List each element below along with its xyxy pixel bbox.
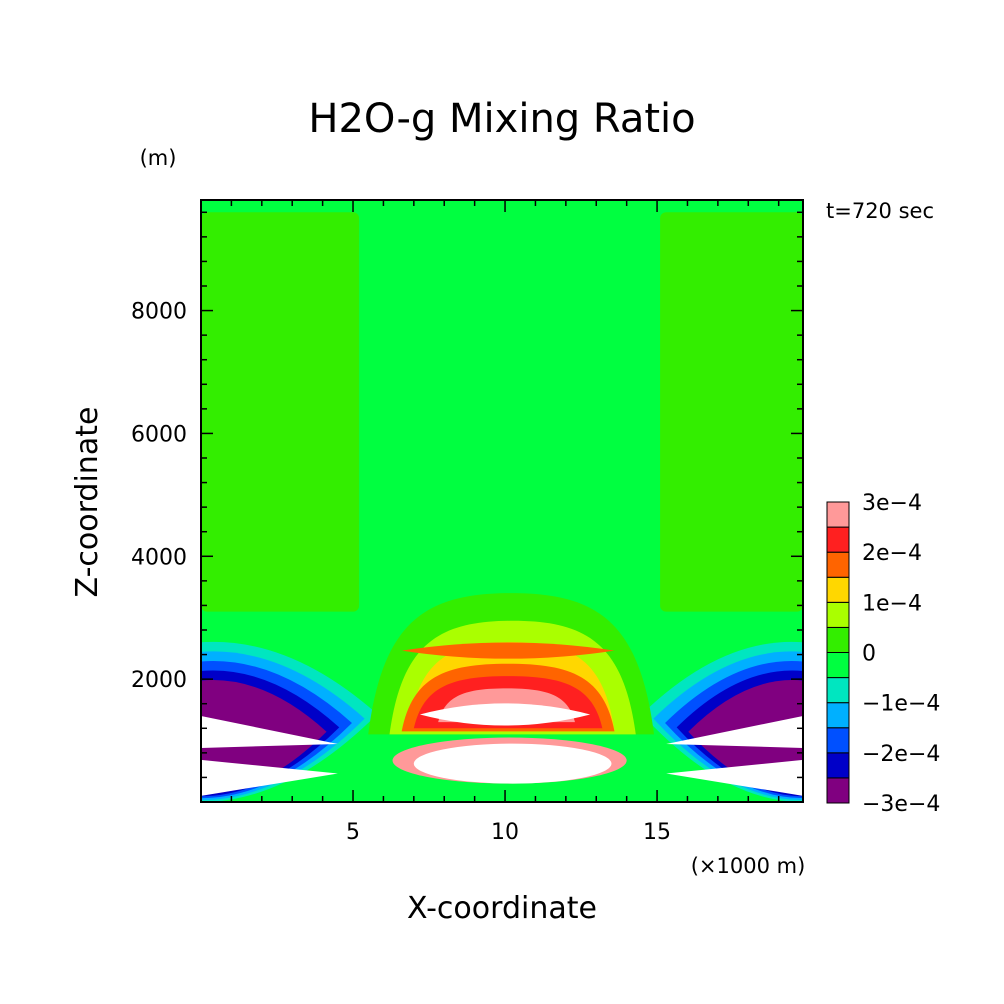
colorbar-label: 3e−4 [862,491,922,516]
colorbar-label: −3e−4 [862,792,940,817]
colorbar-label: 0 [862,642,876,667]
contour-region-right-saturated-negative [666,759,803,796]
colorbar-swatch [826,652,850,679]
colorbar-swatch [826,752,850,779]
colorbar-swatch [826,626,850,654]
contour-region-left-saturated-negative [201,716,338,748]
colorbar-label: −2e−4 [862,742,940,767]
contour-region-upper-left-band [201,212,360,612]
colorbar-swatch [826,727,850,754]
colorbar-swatch [826,526,850,553]
contour-region-upper-right-band [660,212,803,612]
colorbar-swatch [826,601,850,628]
colorbar-label: 1e−4 [862,591,922,616]
colorbar-label: 2e−4 [862,541,922,566]
y-tick-label: 8000 [131,300,187,325]
colorbar-swatch [826,501,850,528]
y-tick-label: 6000 [131,422,187,447]
y-tick-label: 4000 [131,545,187,570]
y-tick-label: 2000 [131,668,187,693]
y-unit-label: (m) [140,146,177,170]
colorbar-swatch [826,777,850,804]
colorbar-swatch [826,702,850,729]
contour-regions [201,212,803,802]
time-label: t=720 sec [826,199,934,223]
x-tick-label: 15 [643,820,671,845]
colorbar-label: −1e−4 [862,692,940,717]
contour-region-left-saturated-negative [201,759,338,796]
chart-title: H2O-g Mixing Ratio [308,96,695,142]
plot-frame [200,199,804,803]
colorbar-swatch [826,551,850,578]
contour-region-lower-core-saturated [413,743,612,784]
contour-region-top-orange-lens [401,642,615,659]
x-unit-label: (×1000 m) [691,854,806,878]
contour-field [201,200,803,802]
colorbar-swatch [826,576,850,603]
y-axis-label: Z-coordinate [70,407,105,598]
x-tick-label: 5 [346,820,360,845]
contour-region-central-plume-saturated [419,703,591,726]
contour-region-right-saturated-negative [666,716,803,748]
x-tick-label: 10 [491,820,519,845]
colorbar [826,501,850,804]
axis-ticks [201,200,803,802]
colorbar-swatch [826,677,850,704]
x-axis-label: X-coordinate [407,891,597,926]
